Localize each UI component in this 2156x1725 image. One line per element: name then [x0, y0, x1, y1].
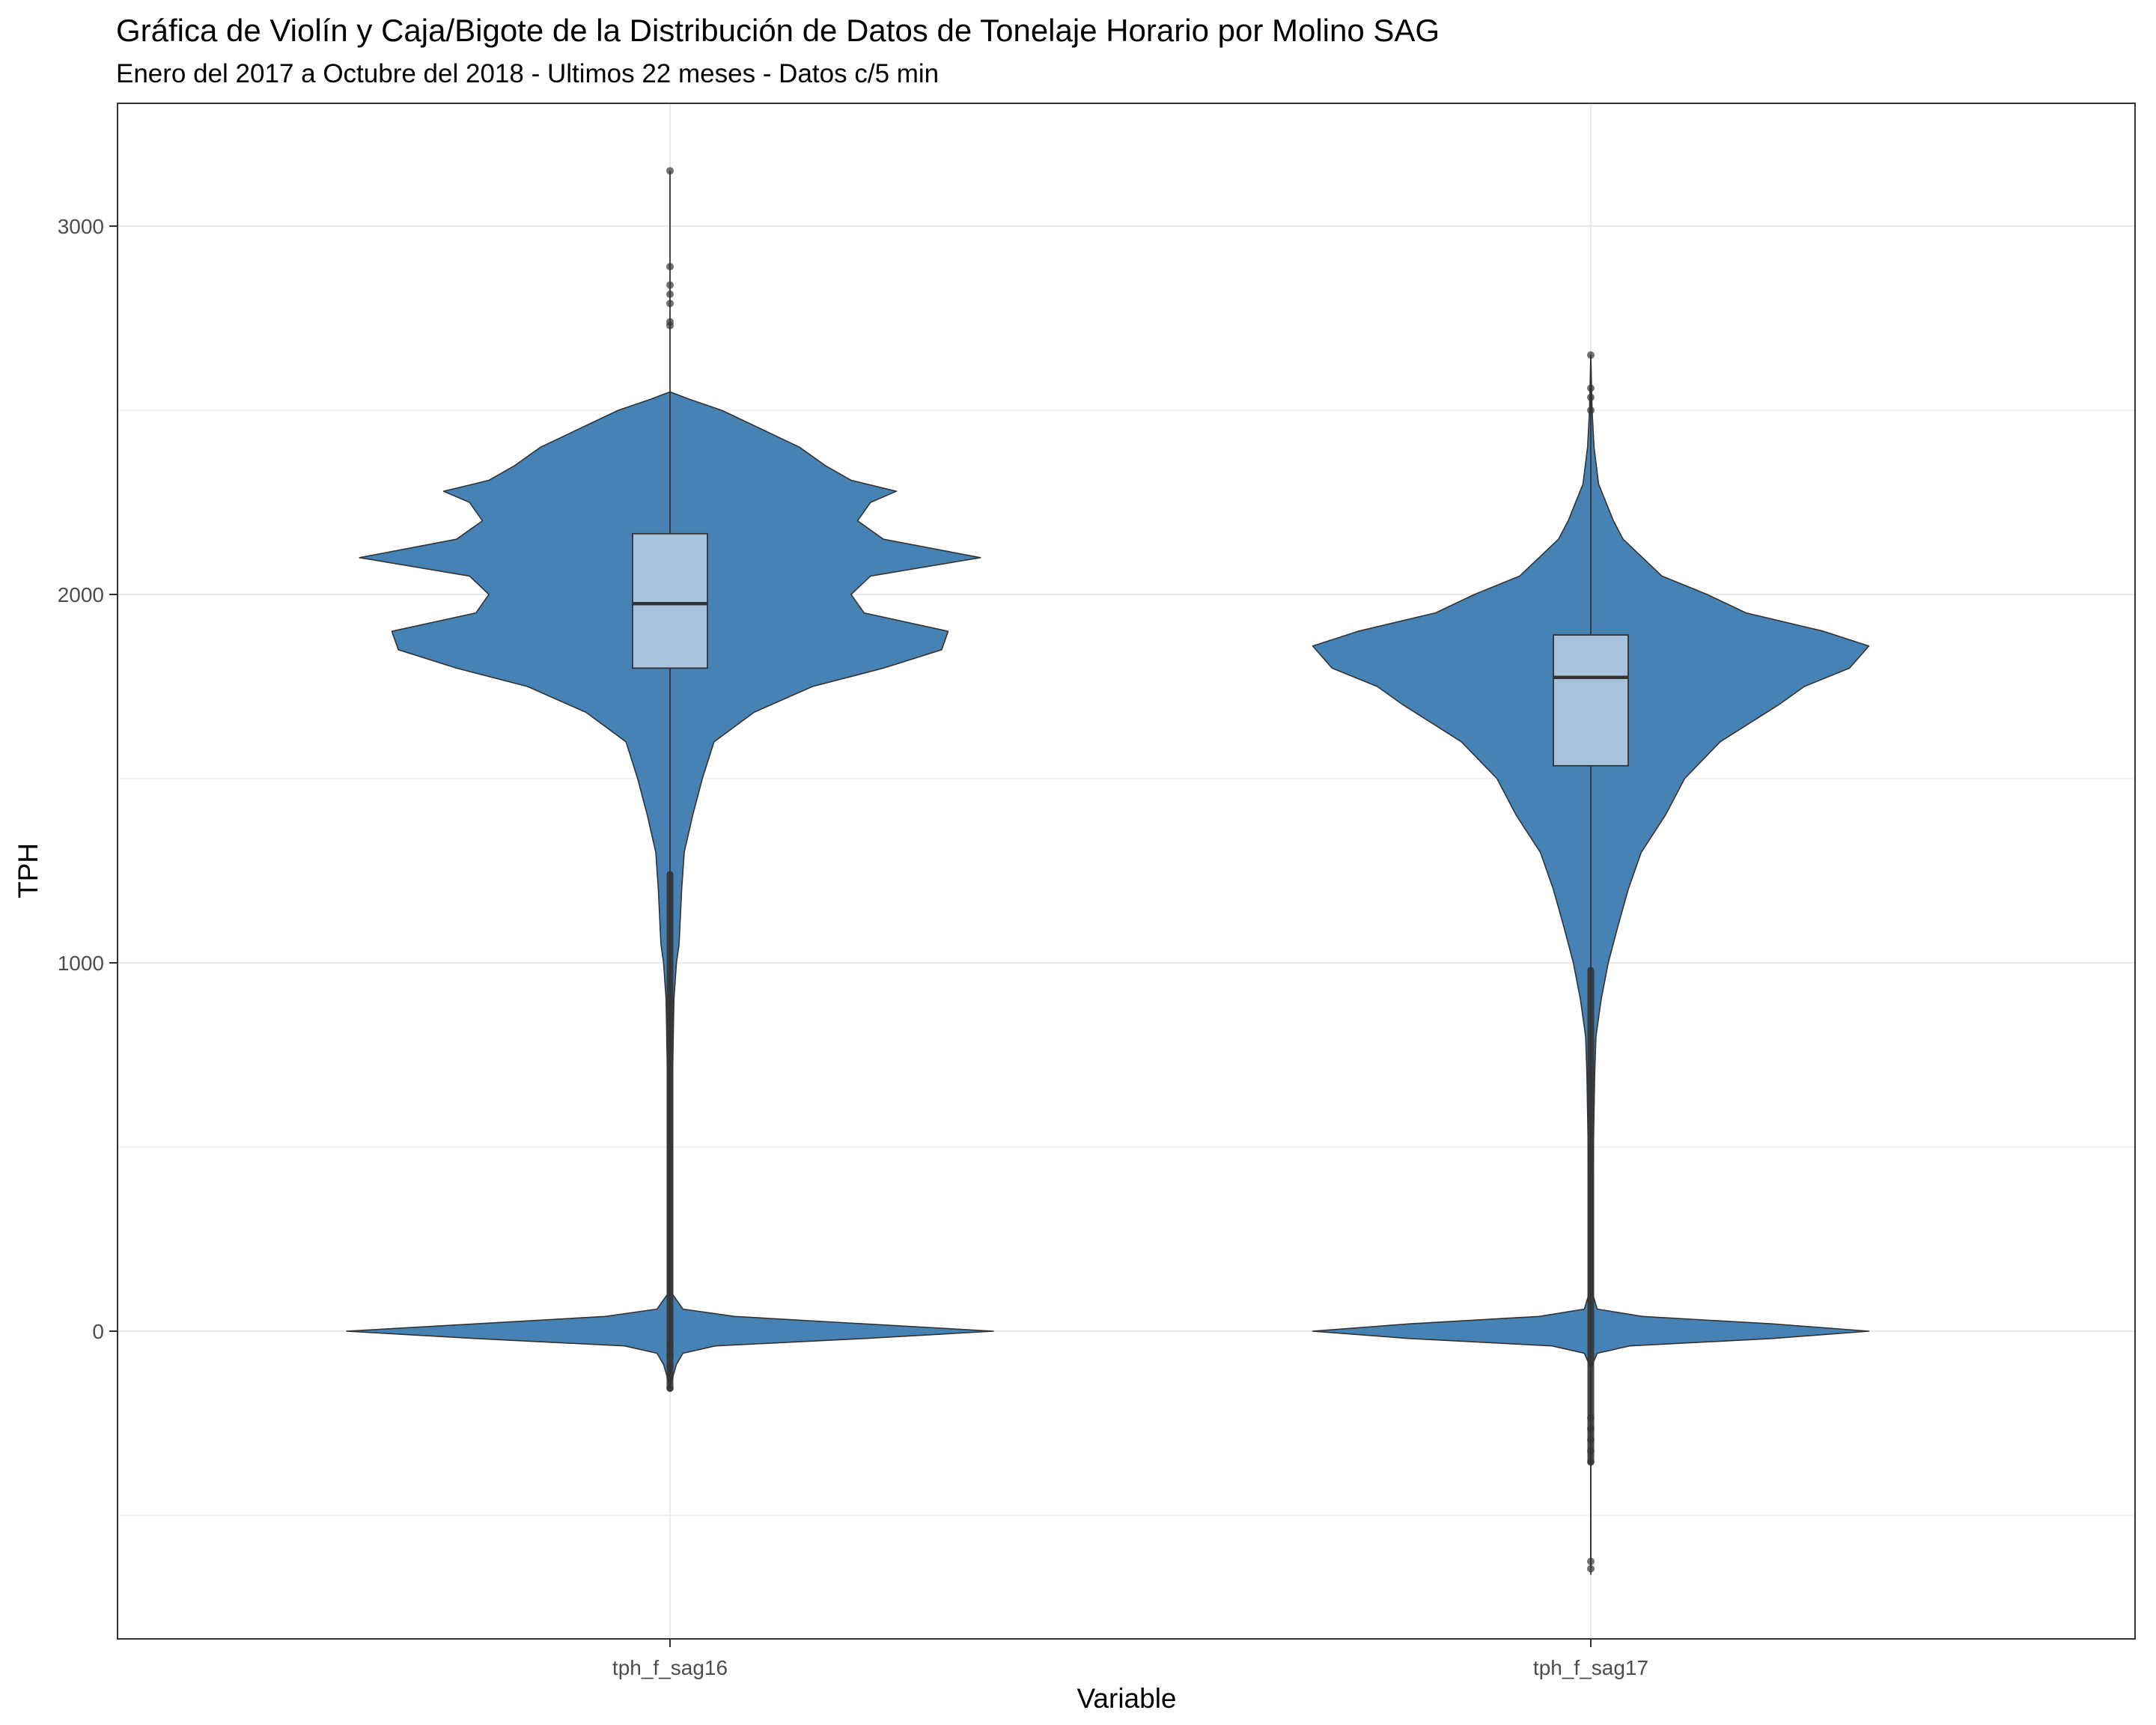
- y-tick-label: 2000: [58, 583, 104, 606]
- chart-subtitle: Enero del 2017 a Octubre del 2018 - Ulti…: [116, 59, 939, 88]
- outlier-point: [1587, 384, 1595, 392]
- plot-panel: [117, 103, 2136, 1640]
- outlier-point: [666, 299, 674, 308]
- outlier-point: [666, 263, 674, 271]
- box-iqr: [632, 532, 708, 669]
- outlier-point: [1587, 1565, 1595, 1573]
- x-tick-label: tph_f_sag17: [1533, 1656, 1648, 1679]
- y-tick-label: 0: [92, 1320, 104, 1343]
- outlier-point: [1587, 351, 1595, 359]
- outlier-point: [1587, 393, 1595, 401]
- outliers-tph_f_sag17: [1587, 351, 1595, 1573]
- panel-background: [118, 103, 2135, 1639]
- outlier-point: [1587, 407, 1595, 414]
- outlier-point: [1587, 1436, 1595, 1444]
- x-axis-title: Variable: [1077, 1683, 1176, 1714]
- y-axis-title: TPH: [13, 843, 43, 898]
- chart-title: Gráfica de Violín y Caja/Bigote de la Di…: [116, 13, 1440, 48]
- outlier-point: [1587, 1414, 1595, 1422]
- y-tick-label: 1000: [58, 952, 104, 975]
- outlier-point: [666, 281, 674, 289]
- y-axis: 0 1000 2000 3000: [58, 215, 118, 1343]
- outlier-point: [666, 1373, 674, 1381]
- outlier-point: [1587, 1458, 1595, 1466]
- outlier-points: [666, 167, 1595, 1573]
- outlier-point: [666, 1340, 674, 1348]
- box-iqr: [1553, 634, 1629, 767]
- outlier-point: [1587, 1425, 1595, 1433]
- outlier-point: [666, 1351, 674, 1359]
- outlier-point: [1587, 1446, 1595, 1455]
- outlier-point: [666, 321, 674, 329]
- y-tick-label: 3000: [58, 215, 104, 238]
- outliers-tph_f_sag16: [666, 167, 674, 1393]
- x-axis: tph_f_sag16 tph_f_sag17: [612, 1639, 1648, 1679]
- x-tick-label: tph_f_sag16: [612, 1656, 728, 1679]
- outlier-point: [666, 167, 674, 175]
- outlier-point: [666, 290, 674, 299]
- outlier-point: [666, 1362, 674, 1370]
- panel-border: [117, 103, 2136, 1640]
- outlier-point: [666, 1384, 674, 1393]
- outlier-point: [1587, 1557, 1595, 1566]
